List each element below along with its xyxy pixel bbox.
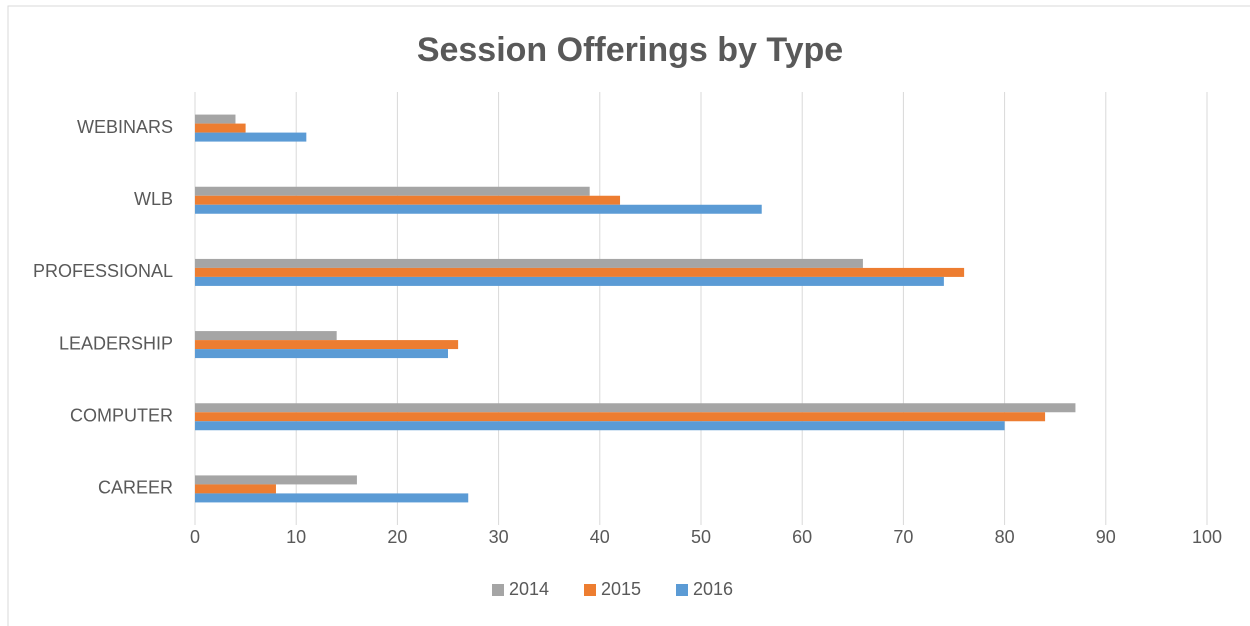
legend-swatch — [676, 584, 688, 596]
x-tick-label: 10 — [286, 527, 306, 547]
bar — [195, 258, 863, 268]
bar — [195, 493, 469, 503]
bar — [195, 403, 1076, 413]
legend-label: 2014 — [509, 579, 549, 599]
x-tick-label: 30 — [489, 527, 509, 547]
x-tick-label: 50 — [691, 527, 711, 547]
x-tick-label: 60 — [792, 527, 812, 547]
bar — [195, 195, 621, 205]
x-tick-label: 80 — [995, 527, 1015, 547]
y-tick-label: LEADERSHIP — [59, 333, 173, 353]
bar — [195, 123, 246, 133]
legend-label: 2016 — [693, 579, 733, 599]
legend-swatch — [584, 584, 596, 596]
bar — [195, 114, 236, 124]
x-tick-label: 0 — [190, 527, 200, 547]
x-tick-label: 70 — [893, 527, 913, 547]
chart-frame — [7, 5, 1250, 626]
bar — [195, 340, 459, 350]
bar — [195, 475, 357, 485]
bar — [195, 276, 944, 286]
bar — [195, 204, 762, 214]
bar — [195, 186, 590, 196]
legend-swatch — [492, 584, 504, 596]
bar — [195, 267, 965, 277]
bar — [195, 349, 448, 359]
bar — [195, 331, 337, 341]
y-tick-label: COMPUTER — [70, 406, 173, 426]
bar — [195, 484, 276, 494]
chart-title: Session Offerings by Type — [417, 31, 843, 69]
y-tick-label: WLB — [134, 189, 173, 209]
bar — [195, 132, 307, 142]
y-tick-label: WEBINARS — [77, 117, 173, 137]
y-tick-label: PROFESSIONAL — [33, 261, 173, 281]
y-tick-label: CAREER — [98, 478, 173, 498]
bar — [195, 421, 1005, 431]
x-tick-label: 100 — [1192, 527, 1222, 547]
x-tick-label: 40 — [590, 527, 610, 547]
x-tick-label: 20 — [387, 527, 407, 547]
x-tick-label: 90 — [1096, 527, 1116, 547]
bar — [195, 412, 1046, 422]
legend-label: 2015 — [601, 579, 641, 599]
